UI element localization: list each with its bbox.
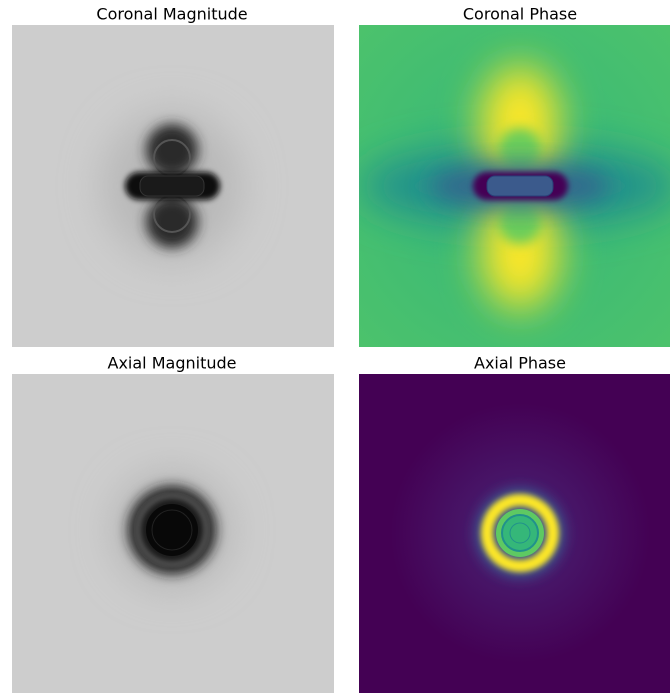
coronal-magnitude-image: [12, 25, 334, 347]
panel-title: Coronal Magnitude: [96, 5, 247, 24]
panel-title: Axial Phase: [474, 354, 566, 373]
axial-phase-image: [359, 374, 670, 693]
panel-title: Coronal Phase: [463, 5, 577, 24]
panel-title: Axial Magnitude: [108, 354, 237, 373]
axial-magnitude-image: [12, 374, 334, 693]
coronal-phase-image: [359, 25, 670, 347]
figure: Coronal Magnitude Coronal Phase Axial Ma…: [0, 0, 670, 693]
